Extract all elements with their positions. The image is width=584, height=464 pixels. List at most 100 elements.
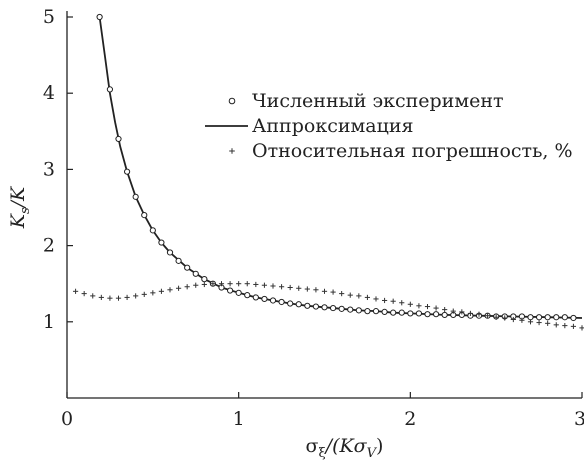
point-relative-error [502, 315, 508, 321]
point-relative-error [424, 303, 431, 310]
point-relative-error [433, 305, 439, 311]
point-relative-error [141, 291, 147, 297]
y-axis-label: Ks/K [7, 185, 33, 229]
point-relative-error [227, 281, 233, 287]
point-numeric-experiment [201, 276, 208, 283]
point-numeric-experiment [312, 303, 320, 310]
point-relative-error [356, 293, 362, 299]
point-relative-error [167, 287, 173, 293]
point-numeric-experiment [364, 308, 371, 315]
point-relative-error [304, 286, 310, 292]
point-numeric-experiment [141, 212, 148, 219]
point-relative-error [545, 320, 551, 326]
point-relative-error [244, 281, 250, 287]
point-relative-error [124, 294, 130, 301]
point-numeric-experiment [415, 310, 423, 317]
point-relative-error [570, 323, 577, 329]
point-relative-error [210, 281, 216, 287]
point-relative-error [261, 282, 268, 288]
legend-label: Численный эксперимент [252, 90, 504, 112]
point-numeric-experiment [441, 311, 448, 319]
point-numeric-experiment [158, 239, 165, 246]
point-relative-error [278, 284, 285, 290]
point-numeric-experiment [115, 135, 122, 143]
y-tick-label: 5 [43, 6, 55, 28]
point-relative-error [253, 281, 259, 288]
point-relative-error [390, 298, 396, 304]
point-relative-error [175, 285, 182, 291]
point-relative-error [150, 290, 156, 296]
point-numeric-experiment [106, 86, 114, 93]
point-relative-error [347, 292, 353, 298]
point-relative-error [133, 293, 139, 299]
x-tick-label: 2 [404, 408, 416, 430]
point-numeric-experiment [561, 314, 568, 321]
point-numeric-experiment [132, 193, 139, 200]
point-relative-error [553, 322, 559, 328]
point-numeric-experiment [123, 168, 131, 175]
x-tick-label: 3 [574, 408, 584, 430]
point-numeric-experiment [553, 314, 560, 321]
point-relative-error [527, 319, 534, 325]
point-numeric-experiment [424, 311, 431, 318]
point-numeric-experiment [166, 249, 174, 256]
point-relative-error [476, 311, 482, 317]
point-numeric-experiment [390, 309, 397, 316]
point-relative-error [193, 282, 199, 288]
point-relative-error [81, 291, 87, 297]
point-numeric-experiment [398, 309, 405, 316]
point-numeric-experiment [192, 270, 199, 277]
point-relative-error [373, 296, 379, 302]
point-relative-error [184, 284, 190, 290]
point-relative-error [218, 281, 225, 287]
point-relative-error [407, 301, 413, 307]
legend-label: Аппроксимация [252, 115, 413, 137]
point-numeric-experiment [347, 306, 354, 313]
point-numeric-experiment [527, 314, 534, 321]
point-numeric-experiment [149, 227, 156, 234]
point-numeric-experiment [96, 13, 103, 21]
point-numeric-experiment [372, 308, 380, 315]
legend-circle-marker [228, 97, 236, 105]
point-relative-error [90, 293, 96, 299]
y-tick-label: 4 [43, 82, 55, 104]
point-relative-error [579, 325, 584, 331]
point-numeric-experiment [269, 297, 277, 304]
point-numeric-experiment [175, 257, 182, 264]
point-relative-error [381, 297, 388, 304]
point-numeric-experiment [570, 314, 577, 322]
point-numeric-experiment [338, 305, 345, 312]
point-relative-error [562, 323, 568, 329]
point-relative-error [484, 313, 491, 319]
point-numeric-experiment [261, 295, 268, 303]
point-relative-error [313, 287, 319, 293]
point-numeric-experiment [184, 264, 191, 271]
point-numeric-experiment [355, 307, 362, 314]
point-relative-error [321, 288, 328, 294]
y-tick-label: 2 [43, 235, 55, 257]
series-line-approximation [98, 16, 583, 319]
point-relative-error [459, 309, 465, 315]
legend-label: Относительная погрешность, % [252, 140, 573, 162]
point-numeric-experiment [381, 308, 388, 315]
point-numeric-experiment [235, 289, 242, 296]
point-numeric-experiment [287, 300, 294, 307]
point-relative-error [416, 303, 422, 309]
point-numeric-experiment [304, 302, 311, 309]
point-numeric-experiment [244, 292, 251, 299]
x-tick-label: 0 [61, 408, 73, 430]
point-relative-error [270, 283, 276, 289]
point-relative-error [107, 295, 113, 301]
point-relative-error [158, 288, 165, 294]
point-relative-error [442, 307, 448, 313]
x-tick-label: 1 [233, 408, 245, 430]
y-tick-label: 3 [43, 158, 55, 180]
point-relative-error [339, 291, 345, 297]
y-tick-label: 1 [43, 311, 55, 333]
point-numeric-experiment [321, 304, 328, 311]
point-relative-error [287, 284, 293, 291]
point-relative-error [467, 310, 474, 317]
point-relative-error [296, 285, 302, 291]
point-relative-error [510, 316, 516, 323]
point-numeric-experiment [544, 314, 551, 321]
